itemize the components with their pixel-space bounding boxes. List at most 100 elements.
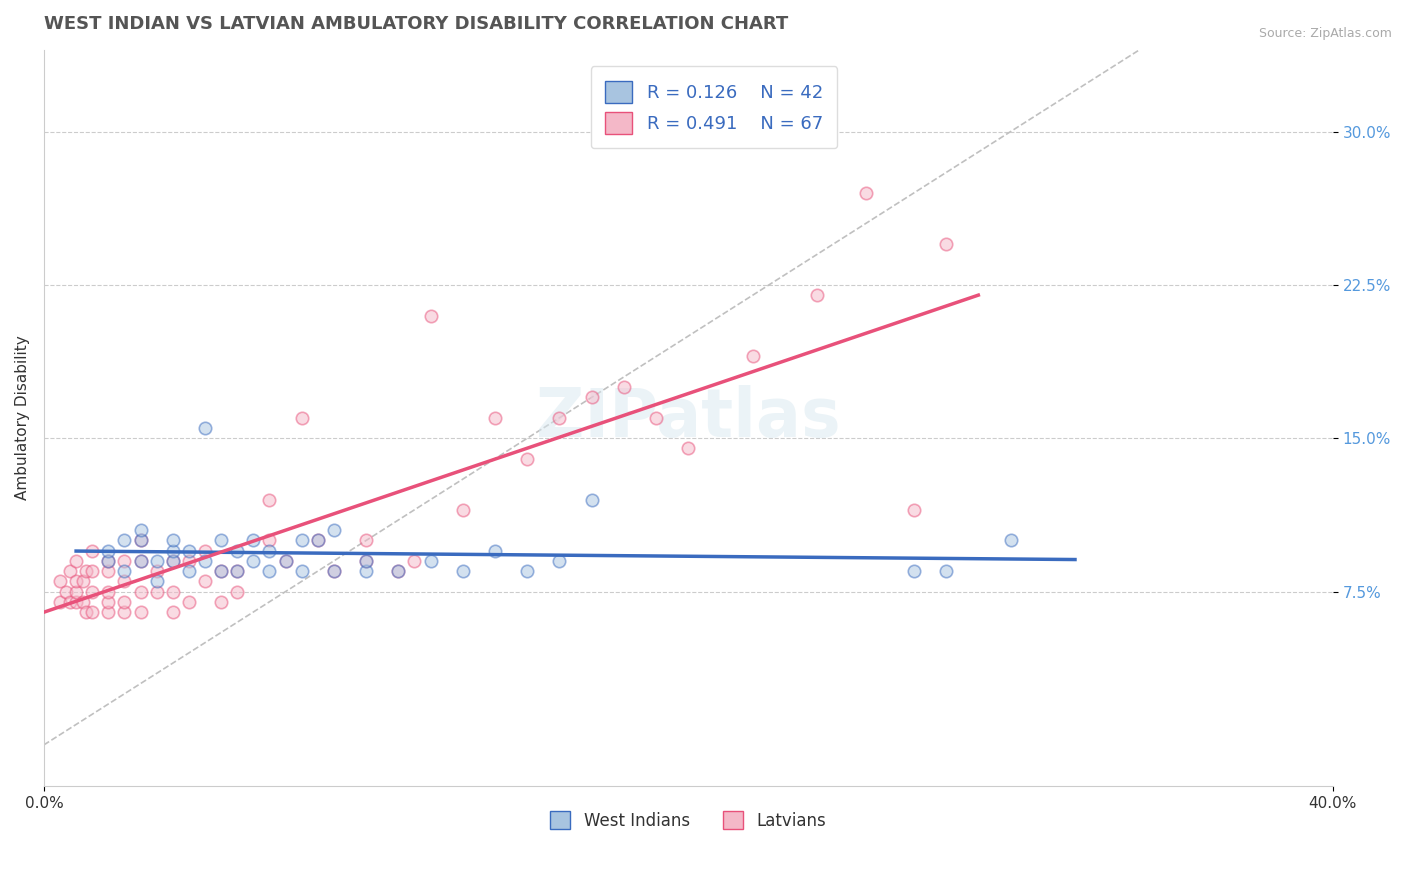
Point (419, 309, 441, 323)
Point (82, 543, 104, 558)
Point (162, 584, 184, 599)
Point (97, 554, 120, 568)
Point (194, 421, 217, 435)
Point (162, 605, 184, 619)
Point (307, 533, 329, 548)
Point (354, 554, 377, 568)
Point (242, 533, 264, 548)
Point (291, 564, 314, 578)
Point (75, 605, 97, 619)
Point (114, 564, 136, 578)
Point (129, 533, 152, 548)
Point (209, 595, 232, 609)
Point (322, 523, 344, 537)
Y-axis label: Ambulatory Disability: Ambulatory Disability (15, 335, 30, 500)
Point (129, 584, 152, 599)
Point (516, 451, 538, 466)
Point (484, 543, 506, 558)
Point (177, 554, 200, 568)
Legend: West Indians, Latvians: West Indians, Latvians (544, 805, 832, 837)
Point (387, 564, 409, 578)
Point (72, 574, 94, 589)
Point (162, 554, 184, 568)
Point (194, 574, 217, 589)
Point (145, 564, 167, 578)
Point (114, 605, 136, 619)
Point (291, 410, 314, 425)
Point (274, 554, 297, 568)
Point (97, 564, 120, 578)
Point (259, 492, 281, 507)
Point (49, 574, 72, 589)
Point (645, 410, 668, 425)
Point (274, 554, 297, 568)
Point (162, 554, 184, 568)
Point (194, 554, 217, 568)
Point (209, 564, 232, 578)
Text: ZIPatlas: ZIPatlas (536, 384, 841, 450)
Point (1000, 533, 1022, 548)
Point (55, 584, 77, 599)
Point (903, 564, 925, 578)
Point (65, 574, 87, 589)
Point (548, 554, 571, 568)
Point (65, 554, 87, 568)
Text: WEST INDIAN VS LATVIAN AMBULATORY DISABILITY CORRELATION CHART: WEST INDIAN VS LATVIAN AMBULATORY DISABI… (44, 15, 789, 33)
Point (177, 595, 200, 609)
Point (291, 533, 314, 548)
Point (129, 554, 152, 568)
Point (75, 564, 97, 578)
Point (613, 380, 636, 394)
Point (97, 584, 120, 599)
Point (307, 533, 329, 548)
Point (129, 605, 152, 619)
Point (72, 595, 94, 609)
Point (194, 543, 217, 558)
Point (226, 564, 249, 578)
Point (259, 543, 281, 558)
Point (65, 584, 87, 599)
Point (741, 350, 763, 364)
Point (114, 533, 136, 548)
Point (226, 564, 249, 578)
Point (177, 543, 200, 558)
Point (548, 410, 571, 425)
Point (145, 584, 167, 599)
Point (354, 533, 377, 548)
Point (97, 554, 120, 568)
Point (226, 543, 249, 558)
Point (82, 564, 104, 578)
Point (145, 574, 167, 589)
Point (97, 605, 120, 619)
Point (354, 564, 377, 578)
Point (114, 554, 136, 568)
Point (226, 584, 249, 599)
Point (97, 595, 120, 609)
Point (129, 523, 152, 537)
Point (581, 390, 603, 404)
Point (114, 574, 136, 589)
Point (82, 605, 104, 619)
Point (162, 543, 184, 558)
Point (678, 442, 700, 456)
Point (322, 564, 344, 578)
Point (97, 543, 120, 558)
Point (129, 533, 152, 548)
Point (145, 554, 167, 568)
Point (49, 595, 72, 609)
Point (177, 564, 200, 578)
Point (129, 554, 152, 568)
Point (162, 533, 184, 548)
Point (387, 564, 409, 578)
Point (114, 595, 136, 609)
Point (451, 503, 474, 517)
Point (259, 533, 281, 548)
Point (484, 410, 506, 425)
Point (903, 503, 925, 517)
Point (935, 237, 957, 252)
Point (855, 186, 877, 200)
Point (59, 595, 82, 609)
Point (404, 554, 426, 568)
Point (322, 564, 344, 578)
Point (82, 584, 104, 599)
